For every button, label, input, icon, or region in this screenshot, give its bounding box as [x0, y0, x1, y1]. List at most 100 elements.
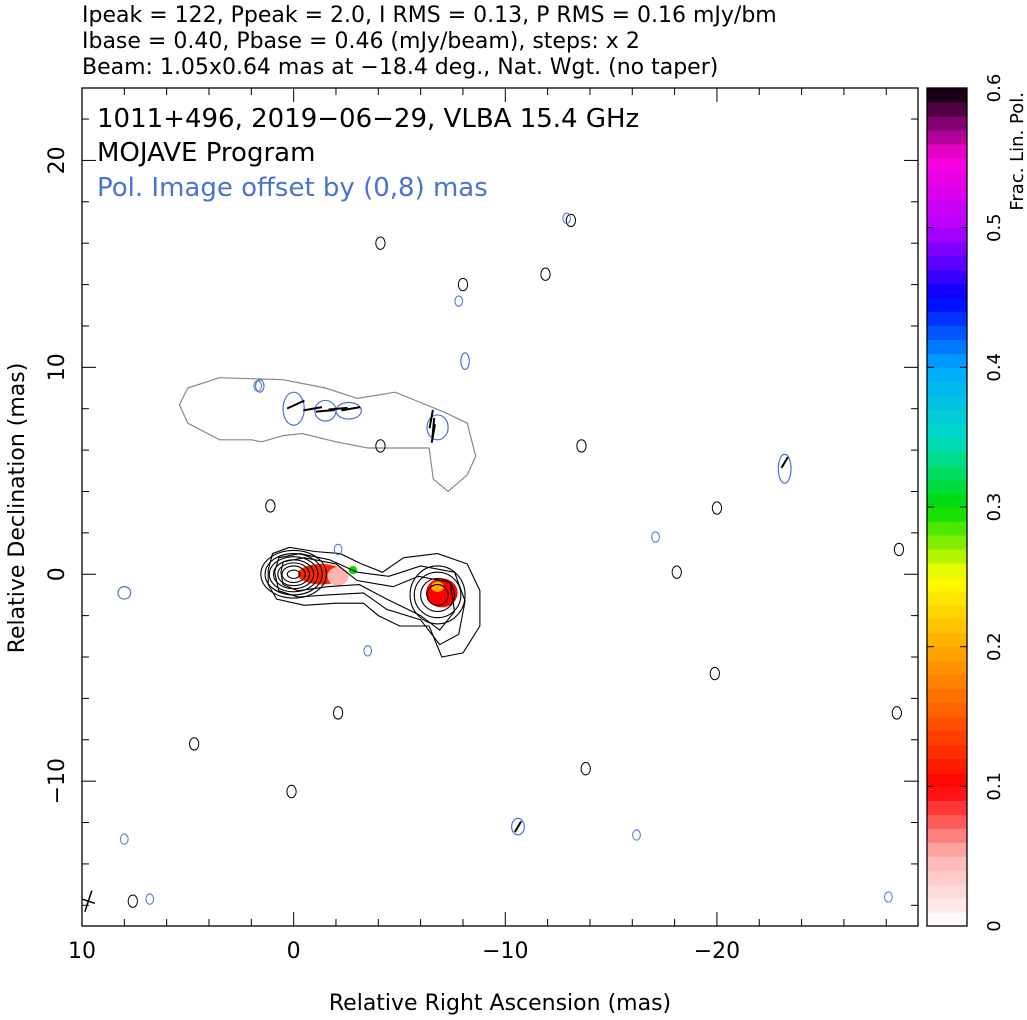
- colorbar-swatch: [927, 101, 967, 117]
- colorbar-tick-label: 0.3: [984, 493, 1005, 522]
- pol-noise-contour: [333, 543, 343, 556]
- colorbar-swatch: [927, 604, 967, 620]
- colorbar-swatch: [927, 702, 967, 718]
- beam-minor-axis: [81, 898, 96, 905]
- core-contour: [277, 562, 311, 587]
- colorbar-swatch: [927, 381, 967, 396]
- colorbar-swatch: [927, 548, 967, 564]
- colorbar-swatch: [927, 618, 967, 634]
- noise-contour: [457, 277, 469, 292]
- colorbar-swatch: [927, 674, 967, 690]
- colorbar-swatch: [927, 185, 967, 201]
- colorbar-swatch: [927, 479, 967, 494]
- y-tick-label: 0: [45, 567, 70, 581]
- pol-intensity-contour: [426, 414, 449, 441]
- colorbar: 0 0.1 0.2 0.3 0.4 0.5 0.6: [927, 74, 1005, 932]
- colorbar-swatch: [927, 437, 967, 452]
- colorbar-tick-label: 0.5: [984, 213, 1005, 242]
- colorbar-swatch: [927, 269, 967, 285]
- pol-noise-contour: [454, 295, 464, 307]
- colorbar-swatch: [927, 828, 967, 843]
- colorbar-swatch: [927, 171, 967, 187]
- noise-contour: [711, 501, 723, 515]
- colorbar-tick-label: 0: [984, 920, 1005, 931]
- evpa-vector: [780, 456, 789, 469]
- pol-intensity-contour: [254, 379, 265, 393]
- knot-contour: [409, 565, 466, 625]
- header-line-2: Ibase = 0.40, Pbase = 0.46 (mJy/beam), s…: [82, 29, 640, 54]
- y-tick-label: 20: [45, 146, 70, 174]
- colorbar-swatch: [927, 758, 967, 773]
- noise-contour: [709, 666, 720, 681]
- colorbar-swatch: [927, 143, 967, 159]
- core-contour: [281, 565, 306, 584]
- axis-ticks: 10 0 −10 −20 20 10 0 −10: [45, 88, 918, 964]
- evpa-vector: [341, 406, 361, 412]
- colorbar-swatch: [927, 744, 967, 759]
- core-contour: [286, 569, 301, 579]
- colorbar-swatch: [927, 157, 967, 173]
- colorbar-swatch: [927, 562, 967, 578]
- program-label: MOJAVE Program: [97, 138, 315, 168]
- pol-noise-contour: [253, 380, 262, 392]
- noise-contour: [286, 784, 297, 799]
- pol-intensity-contour: [282, 391, 305, 426]
- pol-offset-note: Pol. Image offset by (0,8) mas: [97, 173, 488, 203]
- pol-shifted-contour: [178, 377, 477, 493]
- colorbar-swatch: [927, 88, 967, 103]
- colorbar-swatch: [927, 115, 967, 131]
- colorbar-swatch: [927, 646, 967, 662]
- colorbar-swatch: [927, 772, 967, 787]
- pol-contour-layer: [117, 352, 792, 836]
- intensity-contour-layer: [260, 546, 481, 658]
- colorbar-swatch: [927, 716, 967, 732]
- colorbar-swatch: [927, 255, 967, 271]
- colorbar-swatch: [927, 590, 967, 606]
- pol-intensity-contour: [511, 817, 525, 836]
- colorbar-swatch: [927, 800, 967, 815]
- noise-contour: [671, 565, 682, 579]
- frac-pol-patch: [431, 581, 444, 592]
- x-tick-label: −20: [694, 939, 740, 964]
- knot-contour: [413, 571, 462, 619]
- y-tick-label: −10: [45, 758, 70, 804]
- pol-noise-contour: [120, 833, 129, 845]
- colorbar-swatch: [927, 576, 967, 592]
- pol-intensity-contour: [777, 453, 792, 484]
- frac-pol-patch: [327, 567, 349, 586]
- noise-contour: [375, 236, 386, 250]
- x-axis-title: Relative Right Ascension (mas): [329, 991, 671, 1016]
- jet-contour: [267, 546, 481, 658]
- core-contour: [260, 549, 328, 599]
- header-line-1: Ipeak = 122, Ppeak = 2.0, I RMS = 0.13, …: [82, 3, 777, 28]
- colorbar-swatch: [927, 660, 967, 676]
- colorbar-swatch: [927, 409, 967, 424]
- noise-contour: [893, 542, 905, 557]
- noise-contour: [540, 267, 551, 281]
- pol-intensity-contour: [335, 401, 362, 420]
- pol-noise-contour: [562, 212, 571, 225]
- jet-contour: [274, 553, 466, 646]
- colorbar-swatch: [927, 507, 967, 522]
- source-title: 1011+496, 2019−06−29, VLBA 15.4 GHz: [97, 104, 639, 134]
- pol-noise-contour: [884, 891, 893, 903]
- colorbar-swatch: [927, 856, 967, 871]
- colorbar-swatch: [927, 199, 967, 215]
- header-line-3: Beam: 1.05x0.64 mas at −18.4 deg., Nat. …: [82, 55, 718, 80]
- pol-intensity-contour: [117, 586, 132, 600]
- colorbar-swatch: [927, 241, 967, 257]
- colorbar-swatch: [927, 451, 967, 466]
- colorbar-swatch: [927, 814, 967, 829]
- colorbar-swatch: [927, 465, 967, 480]
- noise-contour: [265, 499, 276, 513]
- colorbar-swatch: [927, 884, 967, 899]
- colorbar-swatch: [927, 493, 967, 508]
- colorbar-swatch: [927, 129, 967, 145]
- y-tick-label: 10: [45, 353, 70, 381]
- x-tick-label: −10: [482, 939, 528, 964]
- beam-layer: [81, 890, 96, 912]
- colorbar-swatch: [927, 842, 967, 857]
- colorbar-swatch: [927, 688, 967, 704]
- noise-contour: [891, 706, 902, 720]
